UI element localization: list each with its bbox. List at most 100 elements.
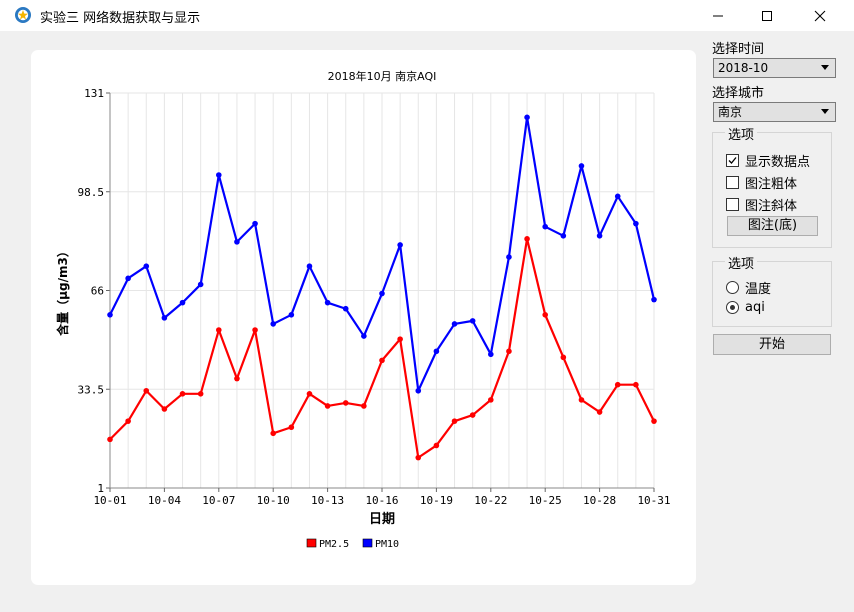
data-point — [306, 263, 313, 269]
checkbox-box — [726, 198, 739, 211]
time-select-value: 2018-10 — [718, 61, 769, 75]
data-point — [161, 315, 168, 321]
aqi-chart: 131 98.5 66 33.5 110-01 10-04 10-07 10-10 10-13 1… — [55, 69, 671, 550]
data-point — [379, 357, 385, 364]
data-point — [107, 436, 113, 443]
maximize-icon — [762, 10, 772, 21]
data-point — [578, 397, 585, 403]
data-point — [306, 391, 313, 397]
data-point — [560, 233, 567, 239]
minimize-button[interactable] — [695, 0, 741, 31]
data-point — [488, 351, 494, 358]
time-select[interactable]: 2018-10 — [713, 58, 836, 78]
legend-bold-checkbox[interactable]: 图注粗体 — [726, 173, 797, 192]
window-title: 实验三 网络数据获取与显示 — [40, 11, 201, 26]
x-tick-label: 10-31 — [637, 494, 670, 507]
data-point — [125, 418, 131, 424]
radio-circle — [726, 281, 739, 294]
x-tick-label: 10-22 — [474, 494, 507, 507]
data-point — [614, 193, 621, 200]
data-point — [596, 409, 603, 415]
data-point — [179, 299, 186, 306]
data-point — [614, 381, 621, 388]
x-tick-label: 10-28 — [583, 494, 616, 507]
data-point — [469, 412, 476, 418]
data-point — [324, 299, 331, 306]
aqi-radio-label: aqi — [745, 300, 765, 315]
data-point — [342, 400, 349, 406]
chevron-down-icon — [821, 109, 829, 114]
data-point — [596, 233, 603, 239]
maximize-button[interactable] — [744, 0, 790, 31]
data-point — [415, 454, 422, 461]
data-point — [107, 312, 113, 318]
x-axis-label: 日期 — [369, 512, 395, 527]
city-select-value: 南京 — [718, 105, 743, 119]
y-tick-label: 33.5 — [78, 383, 105, 396]
start-button[interactable]: 开始 — [713, 334, 831, 355]
data-point — [342, 305, 349, 312]
aqi-radio[interactable]: aqi — [726, 300, 765, 315]
data-point — [560, 354, 567, 361]
data-point — [633, 381, 639, 388]
data-point — [524, 236, 530, 242]
data-point — [252, 327, 258, 333]
city-label: 选择城市 — [712, 86, 765, 101]
data-point — [216, 327, 222, 333]
data-point — [197, 391, 204, 397]
chart-title: 2018年10月 南京AQI — [328, 69, 437, 83]
data-point — [324, 403, 331, 409]
data-point — [125, 275, 131, 282]
legend-bold-label: 图注粗体 — [745, 177, 798, 192]
options-group-type: 选项 温度 aqi — [712, 253, 832, 327]
radio-circle — [726, 301, 739, 314]
data-point — [451, 418, 458, 424]
data-point — [469, 318, 476, 324]
time-label: 选择时间 — [712, 42, 765, 57]
legend-label: PM10 — [375, 539, 399, 550]
data-point — [433, 348, 440, 355]
data-point — [651, 296, 657, 303]
data-point — [542, 223, 548, 230]
y-tick-label: 98.5 — [78, 186, 105, 199]
city-select[interactable]: 南京 — [713, 102, 836, 122]
data-point — [234, 239, 240, 245]
data-point — [234, 375, 240, 382]
temperature-radio-label: 温度 — [745, 282, 772, 297]
data-point — [288, 312, 295, 318]
data-point — [361, 333, 367, 339]
x-tick-label: 10-10 — [257, 494, 290, 507]
title-bar: 实验三 网络数据获取与显示 — [0, 0, 854, 31]
data-point — [197, 281, 204, 288]
legend-position-button[interactable]: 图注(底) — [727, 216, 818, 236]
close-button[interactable] — [797, 0, 843, 31]
radio-dot — [730, 305, 735, 310]
temperature-radio[interactable]: 温度 — [726, 278, 771, 297]
data-point — [651, 418, 657, 424]
legend-italic-checkbox[interactable]: 图注斜体 — [726, 195, 797, 214]
x-tick-label: 10-13 — [311, 494, 344, 507]
show-points-checkbox[interactable]: 显示数据点 — [726, 151, 810, 170]
data-point — [506, 348, 512, 355]
options-group-display: 选项 显示数据点 图注粗体 图注斜体 图注(底) — [712, 124, 832, 248]
data-point — [270, 321, 276, 327]
data-point — [216, 172, 222, 178]
data-point — [179, 391, 186, 397]
x-tick-label: 10-01 — [93, 494, 126, 507]
app-icon — [15, 7, 31, 23]
data-point — [542, 312, 548, 318]
data-point — [288, 424, 295, 431]
y-tick-label: 131 — [84, 87, 104, 100]
data-point — [379, 290, 385, 297]
y-tick-label: 1 — [97, 482, 104, 495]
checkbox-box — [726, 154, 739, 167]
data-point — [433, 442, 440, 449]
data-point — [252, 220, 258, 227]
y-tick-label: 66 — [91, 285, 104, 298]
show-points-label: 显示数据点 — [745, 155, 811, 170]
data-point — [578, 163, 585, 169]
data-point — [143, 387, 150, 394]
checkbox-box — [726, 176, 739, 189]
legend-italic-label: 图注斜体 — [745, 199, 798, 214]
x-tick-label: 10-19 — [420, 494, 453, 507]
